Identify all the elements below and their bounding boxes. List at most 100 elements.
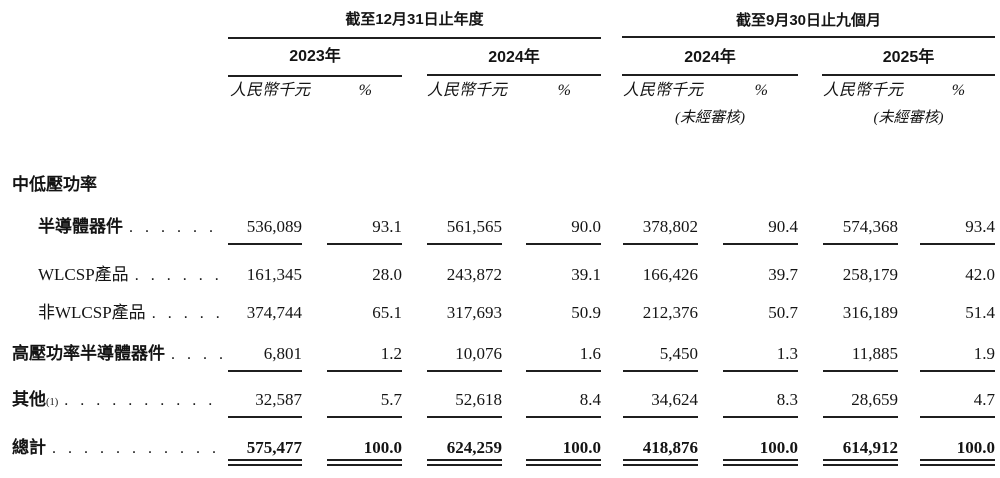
total-value-cell: 614,912 <box>798 418 898 466</box>
year-label-2024: 2024年 <box>402 38 601 76</box>
value-cell: 258,179 <box>842 265 898 285</box>
value-cell: 316,189 <box>842 303 898 323</box>
value-cell: 32,587 <box>228 372 302 418</box>
leader-dots <box>135 267 225 285</box>
total-value-cell: 100.0 <box>698 418 798 466</box>
percent-label: % <box>951 82 966 100</box>
value-cell: 1.6 <box>502 331 601 372</box>
row-label: 非WLCSP產品 <box>38 303 146 323</box>
value-cell: 8.4 <box>502 372 601 418</box>
value-cell: 536,089 <box>228 203 302 245</box>
row-label-cell: 高壓功率半導體器件 <box>0 331 228 372</box>
blank-cell <box>228 106 601 134</box>
value-cell: 4.7 <box>898 372 996 418</box>
value-cell: 50.9 <box>571 303 601 323</box>
blank-cell <box>0 38 228 76</box>
value-cell: 39.1 <box>571 265 601 285</box>
value-cell: 39.7 <box>768 265 798 285</box>
value-cell: 52,618 <box>402 372 502 418</box>
value-cell: 6,801 <box>228 331 302 372</box>
period-group-title-annual: 截至12月31日止年度 <box>228 2 601 39</box>
row-label: 半導體器件 <box>38 217 123 237</box>
total-row: 總計 575,477 100.0 624,259 100.0 418,876 1… <box>0 418 996 466</box>
value-cell: 51.4 <box>965 303 996 323</box>
leader-dots <box>152 305 225 323</box>
total-value-cell: 575,477 <box>228 418 302 466</box>
value-cell: 561,565 <box>402 203 502 245</box>
row-label-cell: 非WLCSP產品 <box>0 293 228 331</box>
value-cell: 28.0 <box>372 265 402 285</box>
percent-label: % <box>358 82 372 100</box>
value-cell: 93.4 <box>898 203 996 245</box>
row-label: WLCSP產品 <box>38 265 129 285</box>
value-cell: 212,376 <box>642 303 698 323</box>
section-label-cell: 中低壓功率 <box>0 176 995 203</box>
value-cell: 166,426 <box>642 265 698 285</box>
document-page: 截至12月31日止年度 截至9月30日止九個月 2023年 2024年 2024… <box>0 0 1000 466</box>
data-row-others: 其他(1) 32,587 5.7 52,618 8.4 34,624 8.3 2… <box>0 372 996 418</box>
total-value-cell: 100.0 <box>302 418 402 466</box>
data-row-semiconductor-devices: 半導體器件 536,089 93.1 561,565 90.0 378,802 … <box>0 203 996 245</box>
value-cell: 93.1 <box>302 203 402 245</box>
leader-dots <box>52 440 225 458</box>
leader-dots <box>171 346 225 364</box>
year-label-2023: 2023年 <box>228 38 402 77</box>
row-label: 高壓功率半導體器件 <box>12 344 165 364</box>
total-value-cell: 418,876 <box>601 418 698 466</box>
total-value-cell: 100.0 <box>502 418 601 466</box>
year-label-2025-9m: 2025年 <box>798 38 996 76</box>
leader-dots <box>64 392 225 410</box>
value-cell: 11,885 <box>798 331 898 372</box>
data-row-wlcsp: WLCSP產品 161,345 28.0 243,872 39.1 166,42… <box>0 245 995 293</box>
blank-cell <box>0 106 228 134</box>
unit-label: 人民幣千元 <box>623 82 704 100</box>
row-label: 總計 <box>12 438 46 458</box>
value-cell: 50.7 <box>768 303 798 323</box>
value-cell: 90.0 <box>502 203 601 245</box>
row-label-cell: 半導體器件 <box>0 203 228 245</box>
value-cell: 5,450 <box>601 331 698 372</box>
footnote-marker: (1) <box>46 397 59 409</box>
row-label: 其他 <box>12 390 46 410</box>
unaudited-note: (未經審核) <box>675 110 745 126</box>
value-cell: 1.3 <box>698 331 798 372</box>
row-label-cell: 其他 (1) <box>0 372 228 418</box>
value-cell: 161,345 <box>246 265 302 285</box>
row-label: 中低壓功率 <box>12 175 97 195</box>
value-cell: 10,076 <box>402 331 502 372</box>
value-cell: 1.2 <box>302 331 402 372</box>
year-row: 2023年 2024年 2024年 2025年 <box>0 38 996 77</box>
unaudited-note: (未經審核) <box>873 110 944 126</box>
value-cell: 5.7 <box>302 372 402 418</box>
unaudited-row: (未經審核) (未經審核) <box>0 106 995 134</box>
unit-label: 人民幣千元 <box>427 82 508 100</box>
blank-cell <box>0 76 228 106</box>
data-row-high-voltage: 高壓功率半導體器件 6,801 1.2 10,076 1.6 5,450 1.3… <box>0 331 996 372</box>
value-cell: 574,368 <box>798 203 898 245</box>
leader-dots <box>129 219 225 237</box>
total-value-cell: 624,259 <box>402 418 502 466</box>
value-cell: 317,693 <box>446 303 502 323</box>
revenue-breakdown-table: 截至12月31日止年度 截至9月30日止九個月 2023年 2024年 2024… <box>0 2 996 466</box>
period-group-title-ninemonth: 截至9月30日止九個月 <box>601 2 996 38</box>
spacer <box>0 134 995 176</box>
section-row: 中低壓功率 <box>0 176 995 203</box>
row-label-cell: 總計 <box>0 418 228 466</box>
data-row-non-wlcsp: 非WLCSP產品 374,744 65.1 317,693 50.9 212,3… <box>0 293 995 331</box>
value-cell: 42.0 <box>965 265 996 285</box>
unit-row: 人民幣千元 % 人民幣千元 % 人民幣千元 % 人民幣千元 % <box>0 76 995 106</box>
value-cell: 8.3 <box>698 372 798 418</box>
unit-label: 人民幣千元 <box>230 82 311 100</box>
value-cell: 374,744 <box>246 303 302 323</box>
year-label-2024-9m: 2024年 <box>601 38 798 76</box>
row-label-cell: WLCSP產品 <box>0 245 228 293</box>
spacer-row <box>0 134 995 176</box>
value-cell: 243,872 <box>446 265 502 285</box>
value-cell: 1.9 <box>898 331 996 372</box>
value-cell: 378,802 <box>601 203 698 245</box>
total-value-cell: 100.0 <box>898 418 996 466</box>
value-cell: 28,659 <box>798 372 898 418</box>
unit-label: 人民幣千元 <box>823 82 904 100</box>
period-group-row: 截至12月31日止年度 截至9月30日止九個月 <box>0 2 996 39</box>
value-cell: 65.1 <box>372 303 402 323</box>
